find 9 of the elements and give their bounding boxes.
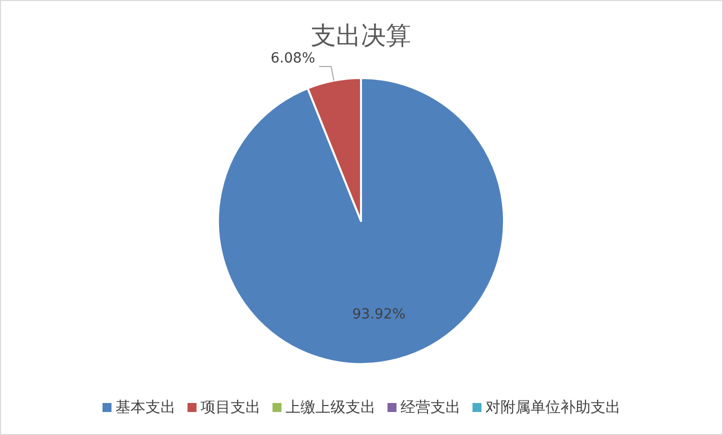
legend-label: 基本支出 (116, 398, 176, 416)
data-label: 6.08% (270, 50, 316, 67)
chart-title: 支出决算 (311, 23, 411, 50)
data-label: 93.92% (352, 306, 406, 323)
legend-label: 对附属单位补助支出 (486, 398, 620, 416)
legend-label: 项目支出 (200, 398, 260, 416)
legend-label: 上缴上级支出 (286, 398, 376, 416)
pie-slice (217, 77, 505, 365)
legend-label: 经营支出 (400, 398, 460, 416)
